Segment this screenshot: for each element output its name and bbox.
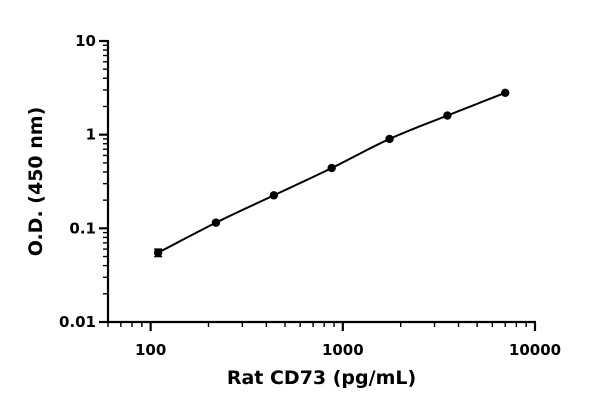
data-point [269,191,279,200]
y-tick-label: 1 [86,126,96,144]
data-point [385,134,394,144]
data-point [501,88,510,97]
data-point [327,163,336,173]
y-tick-label: 0.01 [59,313,96,331]
x-tick-label: 1000 [322,341,364,359]
data-point [153,248,163,257]
y-tick-label: 10 [75,32,96,50]
data-point [211,218,221,227]
x-axis-title: Rat CD73 (pg/mL) [227,367,416,389]
fit-curve [157,91,506,254]
x-axis-tick-labels: 100 1000 10000 [135,341,561,359]
y-axis-title: O.D. (450 nm) [25,107,47,257]
axes [106,40,536,324]
y-axis-tick-labels: 0.01 0.1 1 10 [59,32,96,331]
error-bars [154,220,220,258]
x-tick-label: 10000 [509,341,561,359]
x-axis-ticks [107,322,537,331]
y-tick-label: 0.1 [69,219,96,237]
y-axis-ticks [99,39,108,324]
data-points [153,88,510,257]
x-tick-label: 100 [135,341,166,359]
data-point [443,111,452,120]
